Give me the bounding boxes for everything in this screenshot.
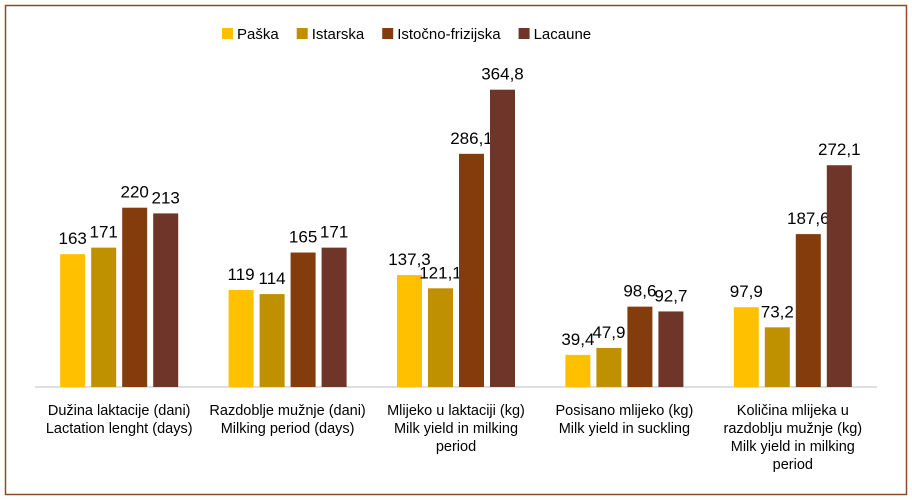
- data-label: 121,1: [419, 263, 462, 282]
- data-label: 47,9: [592, 323, 625, 342]
- bar: [596, 347, 622, 387]
- legend-label: Paška: [237, 26, 279, 43]
- bar: [259, 294, 285, 387]
- bar: [764, 327, 790, 387]
- bar: [428, 288, 453, 387]
- data-label: 92,7: [654, 286, 687, 305]
- bar: [795, 234, 821, 387]
- frame: [4, 4, 908, 496]
- data-label: 272,1: [818, 140, 861, 159]
- x-tick-label: Dužina laktacije (dani) Lactation lenght…: [45, 403, 193, 437]
- bar: [565, 354, 591, 387]
- data-label: 286,1: [450, 129, 493, 148]
- bar: [733, 307, 759, 387]
- legend-label: Istarska: [312, 26, 365, 43]
- legend-swatch: [222, 28, 233, 39]
- data-label: 119: [228, 265, 255, 284]
- legend-label: Lacaune: [534, 26, 592, 43]
- data-label: 98,6: [623, 282, 656, 301]
- data-label: 165: [289, 228, 317, 247]
- x-tick-label: Mlijeko u laktaciji (kg) Milk yield in m…: [387, 403, 525, 455]
- bar: [459, 153, 484, 387]
- bar: [91, 247, 117, 387]
- bar: [60, 254, 86, 387]
- data-label: 364,8: [481, 65, 524, 84]
- bar: [397, 275, 422, 387]
- data-label: 73,2: [761, 302, 794, 321]
- x-tick-label: Količina mlijeka u razdoblju mužnje (kg)…: [723, 403, 863, 473]
- bar: [290, 252, 316, 387]
- data-label: 171: [90, 223, 118, 242]
- legend-swatch: [296, 28, 308, 39]
- data-label: 97,9: [730, 282, 763, 301]
- data-label: 163: [59, 229, 87, 248]
- bar: [228, 290, 254, 387]
- x-tick-label: Posisano mlijeko (kg) Milk yield in suck…: [555, 403, 694, 437]
- data-label: 171: [320, 223, 348, 242]
- legend-label: Istočno-frizijska: [397, 26, 501, 43]
- data-label: 137,3: [388, 250, 431, 269]
- bar: [826, 165, 852, 387]
- legend-swatch: [518, 28, 530, 39]
- bar: [490, 89, 515, 388]
- legend-swatch: [382, 28, 394, 39]
- bar: [658, 311, 684, 387]
- bar: [627, 306, 653, 387]
- data-label: 187,6: [787, 209, 830, 228]
- x-tick-label: Razdoblje mužnje (dani) Milking period (…: [209, 403, 366, 437]
- data-label: 114: [259, 269, 286, 288]
- data-label: 213: [152, 188, 180, 207]
- bar: [122, 207, 148, 387]
- data-label: 220: [121, 183, 149, 202]
- bar: [153, 213, 179, 387]
- data-label: 39,4: [561, 330, 594, 349]
- bar: [321, 247, 347, 387]
